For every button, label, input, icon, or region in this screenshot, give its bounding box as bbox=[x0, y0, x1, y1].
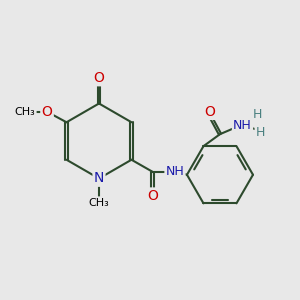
Text: O: O bbox=[147, 189, 158, 203]
Text: NH: NH bbox=[233, 119, 252, 132]
Text: H: H bbox=[256, 126, 265, 139]
Text: NH: NH bbox=[166, 165, 184, 178]
Text: O: O bbox=[94, 71, 104, 85]
Text: CH₃: CH₃ bbox=[15, 107, 35, 117]
Text: O: O bbox=[42, 105, 52, 119]
Text: N: N bbox=[94, 172, 104, 185]
Text: H: H bbox=[253, 108, 262, 121]
Text: O: O bbox=[204, 105, 215, 119]
Text: CH₃: CH₃ bbox=[88, 197, 110, 208]
